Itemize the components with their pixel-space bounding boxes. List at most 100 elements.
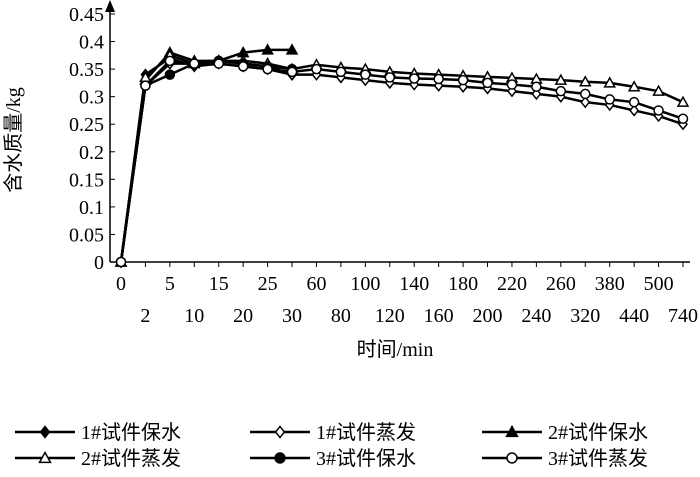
legend-item: 3#试件蒸发	[482, 447, 648, 470]
circle-marker	[164, 69, 176, 80]
x-tick-label: 5	[165, 273, 175, 295]
circle-marker	[115, 256, 127, 268]
diamond-marker	[39, 425, 51, 439]
triangle-marker	[578, 75, 592, 87]
legend-item: 1#试件保水	[15, 421, 181, 444]
x-tick-label: 500	[644, 273, 674, 295]
circle-marker	[531, 81, 542, 92]
x-tick-label: 180	[448, 273, 478, 295]
circle-marker	[555, 85, 567, 97]
triangle-marker	[505, 424, 519, 438]
circle-marker	[262, 63, 273, 75]
y-tick-label: 0.35	[69, 59, 104, 81]
y-tick-label: 0.45	[69, 4, 104, 26]
x-tick-label: 60	[306, 273, 326, 295]
x-tick-label: 2	[140, 305, 150, 327]
circle-marker	[335, 66, 347, 78]
y-tick-label: 0.15	[69, 169, 104, 191]
diamond-marker	[629, 104, 640, 117]
circle-marker	[140, 80, 151, 91]
circle-marker	[457, 74, 469, 86]
y-tick-label: 0	[94, 252, 104, 274]
circle-marker	[213, 58, 224, 69]
series-line	[119, 59, 293, 263]
legend-item: 2#试件保水	[482, 421, 648, 444]
x-tick-label: 160	[424, 305, 454, 327]
y-tick-label: 0.4	[79, 32, 104, 54]
x-tick-label: 120	[375, 305, 405, 327]
circle-marker	[580, 88, 591, 100]
x-tick-label: 740	[668, 305, 698, 327]
x-tick-label: 15	[209, 273, 229, 295]
circle-marker	[506, 79, 518, 90]
diamond-marker	[274, 425, 286, 439]
x-tick-label: 320	[570, 305, 600, 327]
legend-label: 2#试件保水	[548, 421, 648, 444]
triangle-marker	[38, 450, 52, 464]
circle-marker	[384, 72, 396, 83]
triangle-marker	[603, 76, 616, 88]
legend-label: 3#试件蒸发	[548, 447, 648, 470]
x-axis-label: 时间/min	[357, 338, 434, 361]
x-tick-label: 30	[282, 305, 302, 327]
x-tick-label: 80	[331, 305, 351, 327]
series-1#试件蒸发	[116, 54, 688, 269]
circle-marker	[433, 73, 444, 85]
triangle-marker	[676, 95, 690, 107]
legend-label: 3#试件保水	[316, 447, 416, 470]
series-line	[119, 59, 684, 263]
y-axis-arrow-icon	[105, 0, 115, 12]
y-tick-label: 0.05	[69, 224, 104, 246]
circle-marker	[237, 61, 249, 72]
series-group	[114, 43, 690, 269]
circle-marker	[311, 63, 322, 75]
circle-marker	[604, 94, 615, 105]
y-tick-label: 0.3	[79, 87, 104, 109]
circle-marker	[286, 66, 298, 78]
axes: 00.050.10.150.20.250.30.350.40.450251015…	[69, 0, 698, 327]
legend-label: 1#试件蒸发	[316, 421, 416, 444]
circle-marker	[408, 73, 420, 84]
triangle-marker	[627, 80, 641, 92]
x-tick-label: 100	[350, 273, 380, 295]
triangle-marker	[554, 73, 568, 85]
x-tick-label: 380	[595, 273, 625, 295]
circle-marker	[677, 113, 689, 124]
legend: 1#试件保水 1#试件蒸发 2#试件保水 2#试件蒸发 3#试件保水 3#试件蒸发	[15, 421, 648, 470]
circle-marker	[164, 55, 176, 67]
x-tick-label: 25	[258, 273, 278, 295]
x-tick-label: 20	[233, 305, 253, 327]
series-3#试件蒸发	[115, 55, 689, 268]
x-tick-label: 440	[619, 305, 649, 327]
circle-marker	[482, 77, 493, 89]
triangle-marker	[285, 43, 299, 55]
diamond-marker	[580, 95, 591, 109]
x-tick-label: 220	[497, 273, 527, 295]
x-tick-label: 140	[399, 273, 429, 295]
series-line	[119, 59, 684, 263]
x-tick-label: 200	[473, 305, 503, 327]
x-tick-label: 240	[521, 305, 551, 327]
circle-marker	[653, 105, 664, 116]
circle-marker	[628, 96, 640, 108]
series-line	[119, 48, 293, 263]
circle-marker	[506, 452, 518, 464]
x-tick-label: 10	[184, 305, 204, 327]
legend-item: 2#试件蒸发	[15, 447, 181, 470]
x-tick-label: 260	[546, 273, 576, 295]
triangle-marker	[652, 84, 665, 96]
legend-item: 3#试件保水	[250, 447, 416, 470]
y-tick-label: 0.25	[69, 114, 104, 136]
y-axis-label: 含水质量/kg	[2, 87, 25, 193]
legend-label: 1#试件保水	[81, 421, 181, 444]
circle-marker	[189, 58, 200, 69]
x-tick-label: 0	[116, 273, 126, 295]
y-tick-label: 0.2	[79, 142, 104, 164]
legend-item: 1#试件蒸发	[250, 421, 416, 444]
series-line	[119, 53, 684, 263]
y-tick-label: 0.1	[79, 197, 104, 219]
triangle-marker	[261, 43, 274, 55]
circle-marker	[360, 69, 371, 80]
legend-label: 2#试件蒸发	[81, 447, 181, 470]
